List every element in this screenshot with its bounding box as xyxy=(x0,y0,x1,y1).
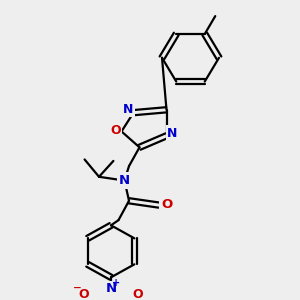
Text: O: O xyxy=(110,124,121,137)
Text: +: + xyxy=(112,278,121,287)
Text: N: N xyxy=(119,174,130,187)
Text: −: − xyxy=(73,283,82,293)
Text: O: O xyxy=(161,198,172,211)
Text: N: N xyxy=(167,127,178,140)
Text: O: O xyxy=(133,288,143,300)
Text: N: N xyxy=(123,103,133,116)
Text: N: N xyxy=(105,282,117,296)
Text: O: O xyxy=(79,288,89,300)
